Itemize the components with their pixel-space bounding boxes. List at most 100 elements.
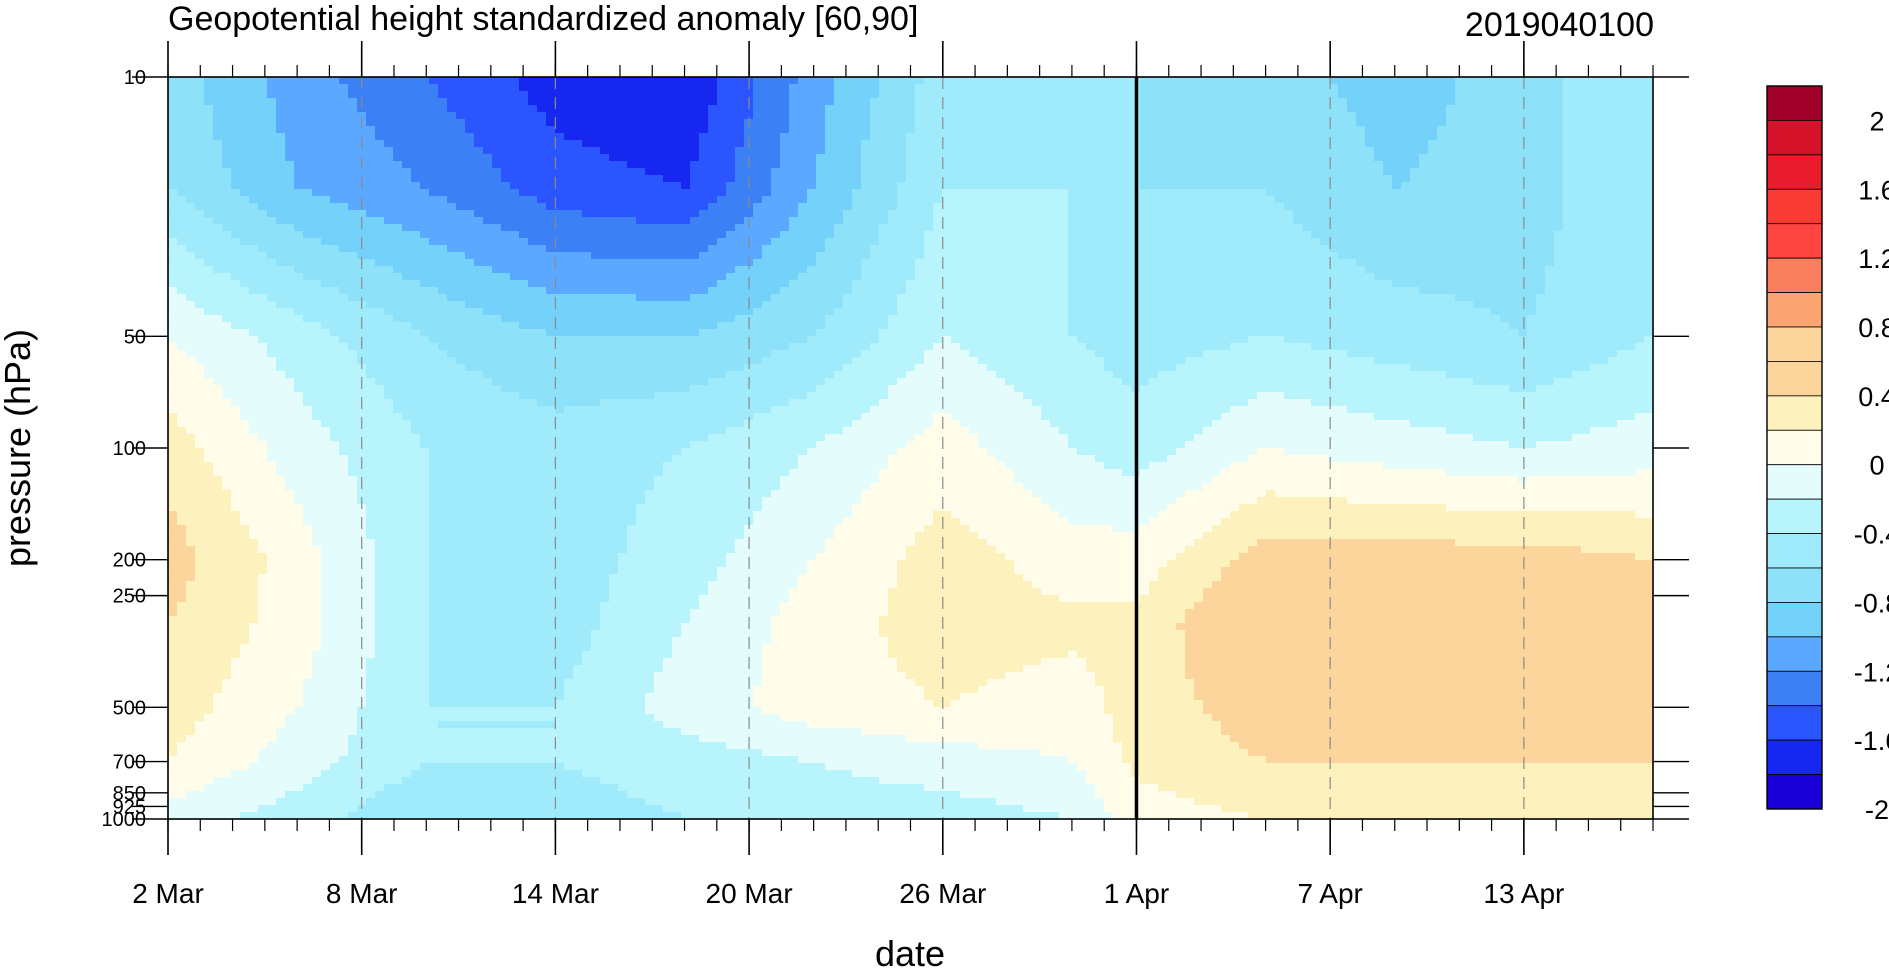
field-cell [1032, 210, 1042, 218]
field-cell [681, 210, 691, 218]
field-cell [438, 119, 448, 127]
field-cell [1203, 105, 1213, 113]
field-cell [1095, 161, 1105, 169]
field-cell [726, 280, 736, 288]
field-cell [609, 238, 619, 246]
field-cell [222, 133, 232, 141]
field-cell [231, 154, 241, 162]
field-cell [1347, 77, 1357, 85]
field-cell [1284, 119, 1294, 127]
field-cell [645, 280, 655, 288]
field-cell [969, 147, 979, 155]
field-cell [744, 273, 754, 281]
field-cell [1635, 273, 1645, 281]
field-cell [1230, 252, 1240, 260]
field-cell [699, 182, 709, 190]
field-cell [456, 98, 466, 106]
field-cell [834, 147, 844, 155]
field-cell [1230, 273, 1240, 281]
field-cell [384, 98, 394, 106]
field-cell [1284, 217, 1294, 225]
field-cell [303, 224, 313, 232]
field-cell [717, 147, 727, 155]
field-cell [1230, 245, 1240, 253]
field-cell [591, 196, 601, 204]
field-cell [942, 84, 952, 92]
field-cell [222, 224, 232, 232]
field-cell [1041, 252, 1051, 260]
field-cell [1266, 189, 1276, 197]
field-cell [375, 252, 385, 260]
field-cell [501, 259, 511, 267]
field-cell [438, 273, 448, 281]
field-cell [600, 126, 610, 134]
field-cell [1122, 105, 1132, 113]
field-cell [834, 210, 844, 218]
field-cell [186, 119, 196, 127]
field-cell [1635, 196, 1645, 204]
field-cell [996, 175, 1006, 183]
field-cell [870, 168, 880, 176]
field-cell [1266, 252, 1276, 260]
field-cell [663, 77, 673, 85]
field-cell [888, 196, 898, 204]
field-cell [1104, 91, 1114, 99]
field-cell [1572, 259, 1582, 267]
field-cell [1509, 224, 1519, 232]
field-cell [951, 224, 961, 232]
field-cell [330, 168, 340, 176]
field-cell [1635, 203, 1645, 211]
field-cell [411, 238, 421, 246]
field-cell [789, 98, 799, 106]
field-cell [897, 259, 907, 267]
field-cell [303, 140, 313, 148]
field-cell [780, 126, 790, 134]
field-cell [1572, 98, 1582, 106]
field-cell [285, 77, 295, 85]
field-cell [213, 77, 223, 85]
field-cell [1185, 182, 1195, 190]
field-cell [177, 273, 187, 281]
field-cell [492, 133, 502, 141]
field-cell [312, 161, 322, 169]
field-cell [1428, 203, 1438, 211]
field-cell [1572, 217, 1582, 225]
field-cell [906, 140, 916, 148]
field-cell [1014, 252, 1024, 260]
field-cell [1158, 133, 1168, 141]
field-cell [483, 140, 493, 148]
field-cell [870, 182, 880, 190]
field-cell [1113, 189, 1123, 197]
field-cell [492, 252, 502, 260]
field-cell [1509, 133, 1519, 141]
field-cell [942, 245, 952, 253]
field-cell [1608, 273, 1618, 281]
field-cell [753, 217, 763, 225]
field-cell [366, 189, 376, 197]
field-cell [780, 112, 790, 120]
field-cell [348, 203, 358, 211]
field-cell [618, 84, 628, 92]
field-cell [1419, 280, 1429, 288]
field-cell [429, 105, 439, 113]
field-cell [708, 210, 718, 218]
field-cell [1077, 133, 1087, 141]
field-cell [834, 203, 844, 211]
field-cell [375, 175, 385, 183]
field-cell [429, 189, 439, 197]
field-cell [1374, 98, 1384, 106]
field-cell [1032, 140, 1042, 148]
field-cell [1581, 126, 1591, 134]
field-cell [258, 287, 268, 295]
field-cell [852, 175, 862, 183]
field-cell [1410, 203, 1420, 211]
field-cell [438, 77, 448, 85]
field-cell [1608, 238, 1618, 246]
field-cell [537, 189, 547, 197]
field-cell [1248, 189, 1258, 197]
field-cell [708, 259, 718, 267]
field-cell [1482, 196, 1492, 204]
field-cell [1491, 231, 1501, 239]
field-cell [276, 280, 286, 288]
field-cell [1410, 245, 1420, 253]
